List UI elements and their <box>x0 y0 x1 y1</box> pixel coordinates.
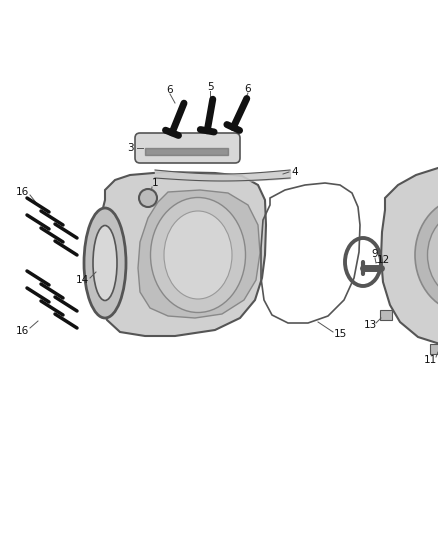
Ellipse shape <box>427 211 438 299</box>
Text: 11: 11 <box>424 355 437 365</box>
Bar <box>380 310 392 320</box>
Text: 16: 16 <box>15 187 28 197</box>
Text: 9: 9 <box>372 249 378 259</box>
Text: 6: 6 <box>167 85 173 95</box>
Text: 13: 13 <box>364 320 377 330</box>
Polygon shape <box>98 172 266 336</box>
Ellipse shape <box>151 198 246 312</box>
Text: 16: 16 <box>15 326 28 336</box>
Text: 1: 1 <box>152 178 158 188</box>
Text: 6: 6 <box>245 84 251 94</box>
Text: 4: 4 <box>292 167 298 177</box>
Bar <box>430 344 438 354</box>
Text: 12: 12 <box>376 255 390 265</box>
Ellipse shape <box>415 198 438 312</box>
Text: 14: 14 <box>75 275 88 285</box>
FancyBboxPatch shape <box>135 133 240 163</box>
Text: 15: 15 <box>333 329 346 339</box>
Ellipse shape <box>93 225 117 301</box>
Text: 5: 5 <box>207 82 213 92</box>
Ellipse shape <box>84 208 126 318</box>
Polygon shape <box>138 190 260 318</box>
Ellipse shape <box>164 211 232 299</box>
Ellipse shape <box>139 189 157 207</box>
Text: 3: 3 <box>127 143 133 153</box>
Polygon shape <box>381 163 438 347</box>
